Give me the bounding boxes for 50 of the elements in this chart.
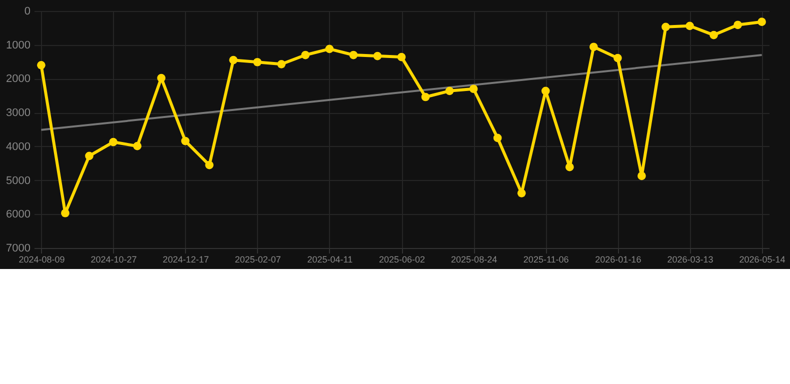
point <box>133 142 142 150</box>
point <box>373 52 382 60</box>
x-tick-label: 2025-08-24 <box>451 254 498 264</box>
y-tick-label: 6000 <box>6 208 30 221</box>
point <box>445 86 454 96</box>
point <box>85 152 94 160</box>
point <box>253 58 262 66</box>
point <box>349 50 358 60</box>
point <box>397 52 406 62</box>
x-tick-label: 2024-08-09 <box>18 254 65 264</box>
point <box>758 18 766 26</box>
x-tick-label: 2025-04-11 <box>307 254 353 264</box>
x-tick-label: 2026-03-13 <box>667 254 714 264</box>
point <box>541 86 550 96</box>
point <box>734 20 742 30</box>
point <box>205 160 214 170</box>
point <box>181 136 190 146</box>
point <box>589 42 598 52</box>
y-tick-label: 3000 <box>6 107 30 120</box>
y-tick-label: 2000 <box>6 73 30 86</box>
point <box>565 162 574 172</box>
point <box>37 60 46 70</box>
point <box>277 60 286 68</box>
point <box>686 22 694 30</box>
x-tick-label: 2025-11-06 <box>523 254 569 264</box>
y-tick-label: 4000 <box>6 140 30 153</box>
x-tick-label: 2025-02-07 <box>234 254 281 264</box>
point <box>301 50 310 60</box>
point <box>469 84 478 94</box>
point <box>638 172 646 180</box>
point <box>517 188 526 198</box>
x-tick-label: 2026-05-14 <box>739 254 786 264</box>
x-tick-label: 2024-12-17 <box>162 254 209 264</box>
y-tick-label: 5000 <box>6 174 30 187</box>
point <box>662 22 670 32</box>
point <box>613 54 622 62</box>
point <box>61 208 70 218</box>
x-tick-label: 2024-10-27 <box>90 254 137 264</box>
x-tick-label: 2025-06-02 <box>378 254 426 264</box>
point <box>710 30 718 40</box>
x-tick-label: 2026-01-16 <box>595 254 642 264</box>
point <box>109 138 118 146</box>
y-tick-label: 0 <box>24 6 30 18</box>
point <box>421 92 430 102</box>
point <box>325 44 334 54</box>
point <box>157 74 166 82</box>
y-tick-label: 1000 <box>6 39 30 52</box>
point <box>229 56 238 64</box>
point <box>493 134 502 142</box>
y-tick-label: 7000 <box>6 242 30 254</box>
